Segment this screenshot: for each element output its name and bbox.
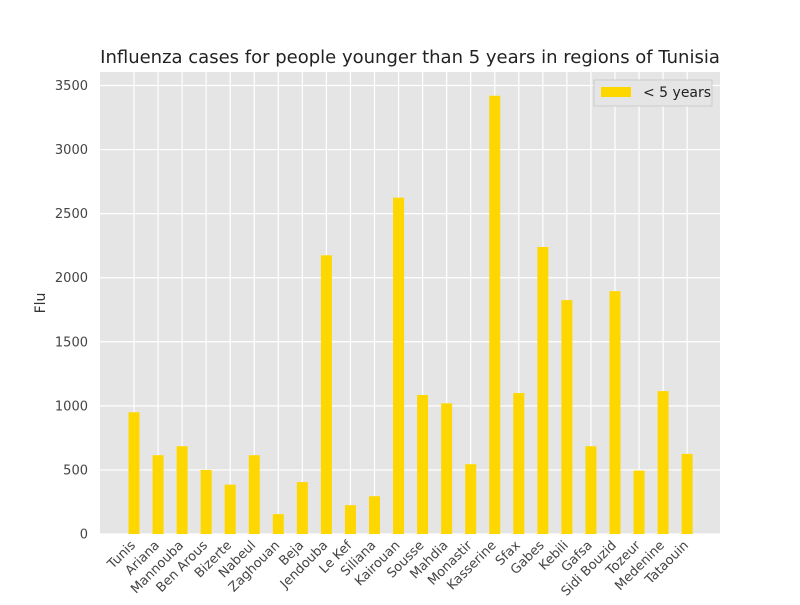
bar [657, 391, 669, 534]
legend: < 5 years [593, 79, 713, 107]
bar [224, 484, 236, 534]
bar [320, 255, 332, 534]
y-tick-label: 1500 [55, 335, 88, 350]
bar [128, 412, 140, 534]
bar [417, 394, 429, 534]
y-tick-label: 500 [63, 463, 88, 478]
bar [609, 291, 621, 534]
bar [393, 197, 405, 534]
bar [681, 453, 693, 534]
bar [369, 496, 380, 534]
chart-title: Influenza cases for people younger than … [100, 47, 720, 68]
y-axis-label: Flu [33, 293, 49, 314]
bar [537, 246, 549, 534]
y-tick-label: 3500 [55, 79, 88, 94]
y-axis-ticks: 0 500 1000 1500 2000 2500 3000 3500 [55, 79, 88, 543]
bar [272, 514, 284, 534]
bar [344, 505, 356, 534]
bar [585, 446, 597, 534]
bar [441, 403, 453, 534]
bar [152, 455, 164, 534]
y-tick-label: 2000 [55, 271, 88, 286]
plot-background [100, 72, 720, 534]
bar [296, 482, 308, 534]
bar [465, 464, 477, 534]
legend-label: < 5 years [643, 85, 711, 101]
y-tick-label: 2500 [55, 207, 88, 222]
y-tick-label: 1000 [55, 399, 88, 414]
bar [633, 470, 645, 534]
bar [200, 469, 212, 534]
bar [513, 393, 525, 534]
y-tick-label: 3000 [55, 143, 88, 158]
bar [561, 300, 573, 534]
y-tick-label: 0 [80, 528, 88, 543]
legend-swatch [601, 87, 631, 97]
bar [248, 455, 260, 534]
bar [176, 446, 188, 534]
bars [128, 95, 693, 534]
bar [489, 95, 501, 534]
